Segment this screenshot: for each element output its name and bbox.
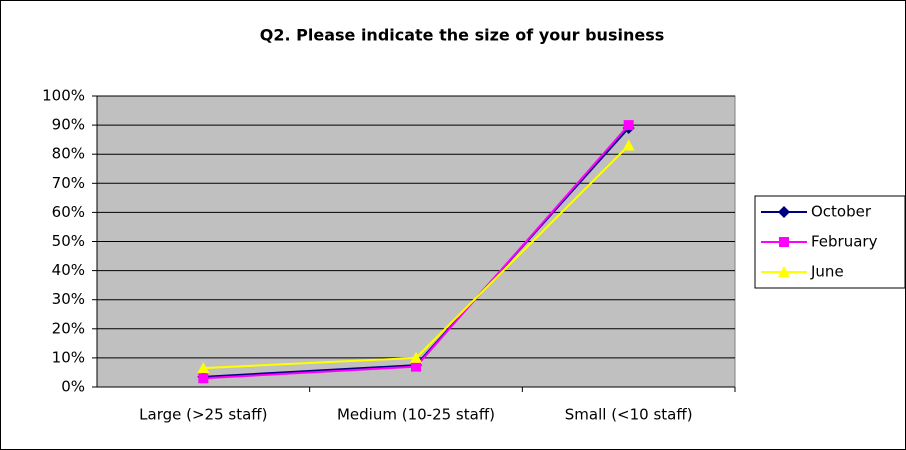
y-tick-label: 100% <box>42 87 85 105</box>
x-tick-label: Large (>25 staff) <box>139 406 267 424</box>
legend-marker <box>778 206 790 218</box>
data-point <box>623 120 634 131</box>
data-point <box>410 351 422 363</box>
y-tick-label: 70% <box>52 174 85 192</box>
y-tick-label: 50% <box>52 232 85 250</box>
data-point <box>622 139 635 151</box>
x-tick-label: Medium (10-25 staff) <box>337 406 495 424</box>
legend-label: October <box>811 203 872 221</box>
y-tick-label: 80% <box>52 145 85 163</box>
y-tick-label: 40% <box>52 261 85 279</box>
chart-title: Q2. Please indicate the size of your bus… <box>260 26 665 45</box>
data-point <box>197 362 210 374</box>
y-tick-label: 60% <box>52 203 85 221</box>
legend-label: February <box>811 233 878 251</box>
data-point <box>411 361 421 372</box>
legend-marker <box>778 266 790 277</box>
y-tick-label: 10% <box>52 348 85 366</box>
x-tick-label: Small (<10 staff) <box>565 406 693 424</box>
y-tick-label: 90% <box>52 116 85 134</box>
y-tick-label: 30% <box>52 290 85 308</box>
data-point <box>198 373 209 384</box>
y-tick-label: 0% <box>61 378 85 396</box>
y-tick-label: 20% <box>52 319 85 337</box>
legend-label: June <box>810 263 844 281</box>
legend-marker <box>779 237 789 247</box>
